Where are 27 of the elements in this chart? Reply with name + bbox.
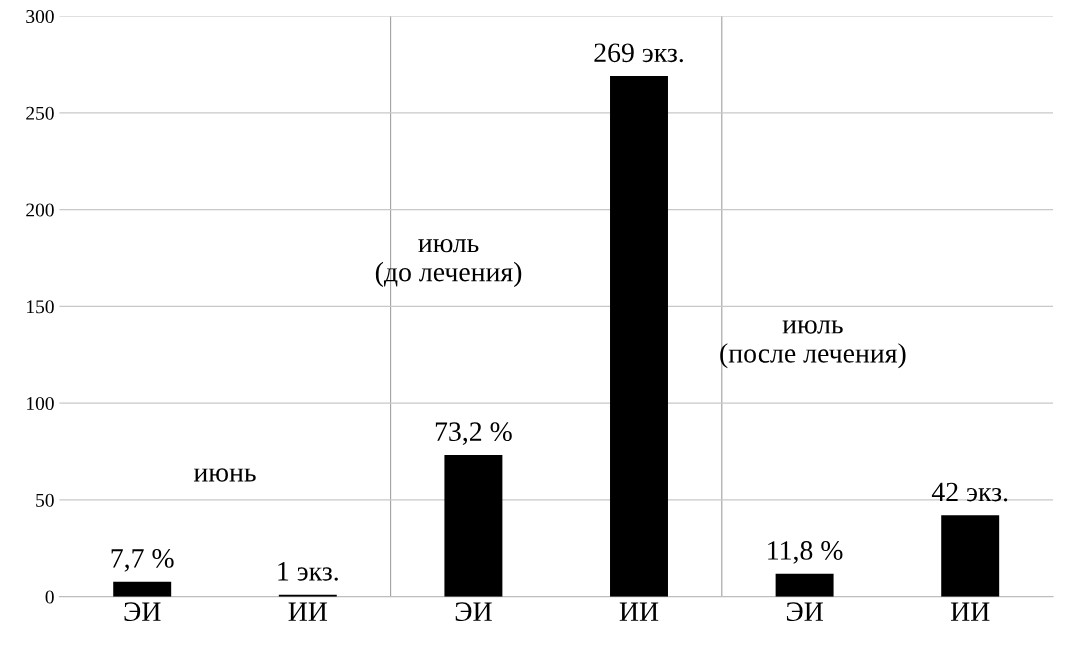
data-label: 7,7 % <box>111 549 174 572</box>
y-tick-label: 150 <box>27 300 54 314</box>
y-tick-label: 200 <box>26 203 54 217</box>
y-tick-label: 300 <box>26 9 54 24</box>
data-label: 11,8 % <box>768 541 843 564</box>
x-tick-label: ЭИ <box>455 602 492 622</box>
bar <box>113 581 172 597</box>
bar <box>941 515 1000 597</box>
x-tick-label: ИИ <box>619 602 659 621</box>
y-tick-label: 100 <box>27 396 54 411</box>
bar <box>775 573 834 597</box>
data-label: 73,2 % <box>435 422 512 445</box>
x-tick-label: ЭИ <box>786 602 823 622</box>
annotation: июль (до лечения) <box>375 239 522 288</box>
data-label: 42 экз. <box>931 482 1008 502</box>
x-tick-label: ИИ <box>950 602 990 621</box>
bar <box>610 76 668 597</box>
x-tick-label: ЭИ <box>124 602 161 622</box>
annotation: июнь <box>193 468 256 482</box>
y-tick-label: 50 <box>36 493 54 507</box>
x-tick-label: ИИ <box>288 602 328 621</box>
data-label: 269 экз. <box>594 43 683 63</box>
data-label: 1 экз. <box>278 562 338 581</box>
y-tick-label: 0 <box>45 590 54 604</box>
y-tick-label: 250 <box>26 106 54 120</box>
bar <box>444 454 503 597</box>
annotation: июль (после лечения) <box>720 320 906 369</box>
